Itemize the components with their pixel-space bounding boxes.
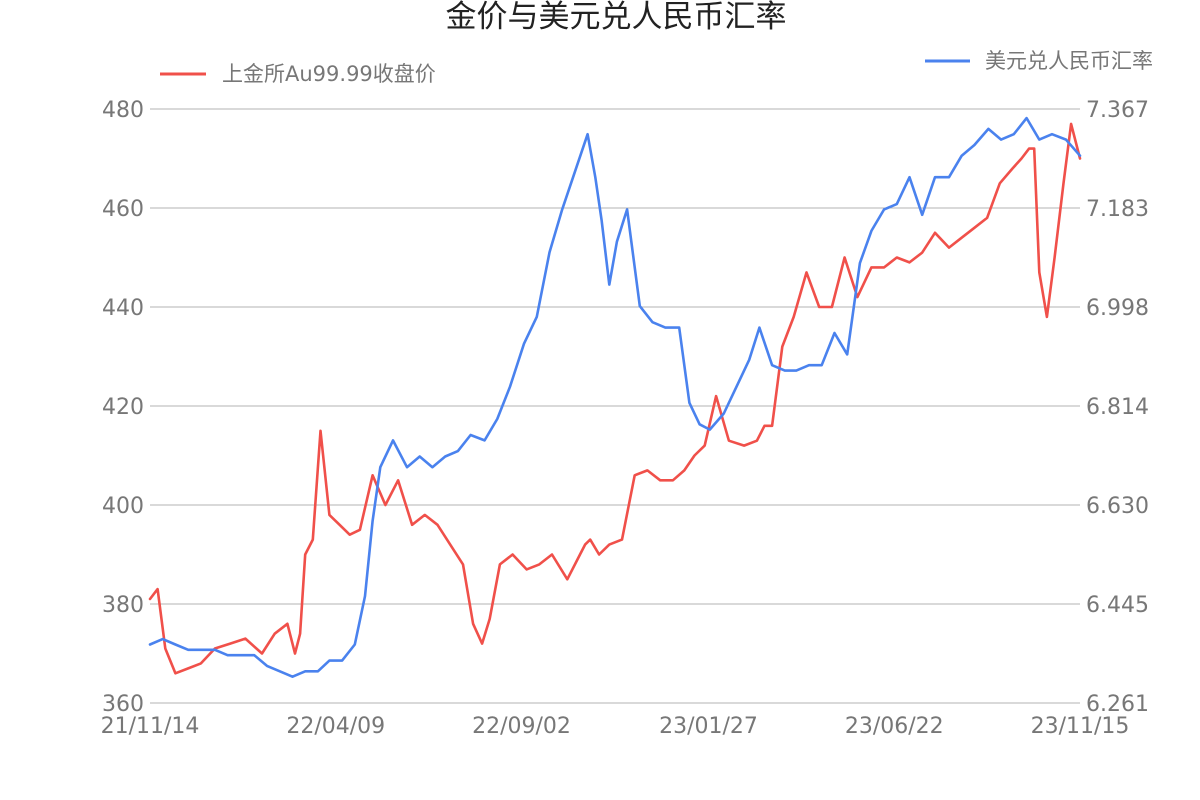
legend-label-usdcny: 美元兑人民币汇率: [985, 49, 1153, 73]
left-y-tick-label: 400: [102, 494, 144, 519]
right-y-axis: 6.261 6.445 6.630 6.814 6.998 7.183 7.367: [1086, 98, 1149, 717]
legend-label-gold: 上金所Au99.99收盘价: [222, 62, 436, 86]
x-tick-label: 23/01/27: [659, 714, 758, 739]
gridlines: [150, 108, 1080, 704]
left-y-tick-label: 380: [102, 593, 144, 618]
right-y-tick-label: 6.814: [1086, 395, 1149, 420]
x-tick-label: 22/04/09: [286, 714, 385, 739]
left-y-tick-label: 360: [102, 692, 144, 717]
left-y-tick-label: 420: [102, 395, 144, 420]
right-y-tick-label: 6.261: [1086, 692, 1149, 717]
x-tick-label: 23/11/15: [1031, 714, 1130, 739]
x-tick-label: 22/09/02: [472, 714, 571, 739]
right-y-tick-label: 7.367: [1086, 98, 1149, 123]
left-y-axis: 360 380 400 420 440 460 480: [102, 98, 144, 717]
plot-area: [148, 116, 1082, 679]
chart-title: 金价与美元兑人民币汇率: [446, 0, 787, 35]
series-line-usdcny-rate: [148, 116, 1082, 679]
x-tick-label: 23/06/22: [845, 714, 944, 739]
legend: 上金所Au99.99收盘价 美元兑人民币汇率: [160, 49, 1153, 86]
left-y-tick-label: 460: [102, 197, 144, 222]
left-y-tick-label: 480: [102, 98, 144, 123]
series-line-gold-price: [148, 122, 1082, 675]
right-y-tick-label: 6.445: [1086, 593, 1149, 618]
right-y-tick-label: 6.998: [1086, 296, 1149, 321]
x-axis: 21/11/14 22/04/09 22/09/02 23/01/27 23/06/22…: [101, 714, 1130, 739]
x-tick-label: 21/11/14: [101, 714, 200, 739]
right-y-tick-label: 7.183: [1086, 197, 1149, 222]
left-y-tick-label: 440: [102, 296, 144, 321]
right-y-tick-label: 6.630: [1086, 494, 1149, 519]
